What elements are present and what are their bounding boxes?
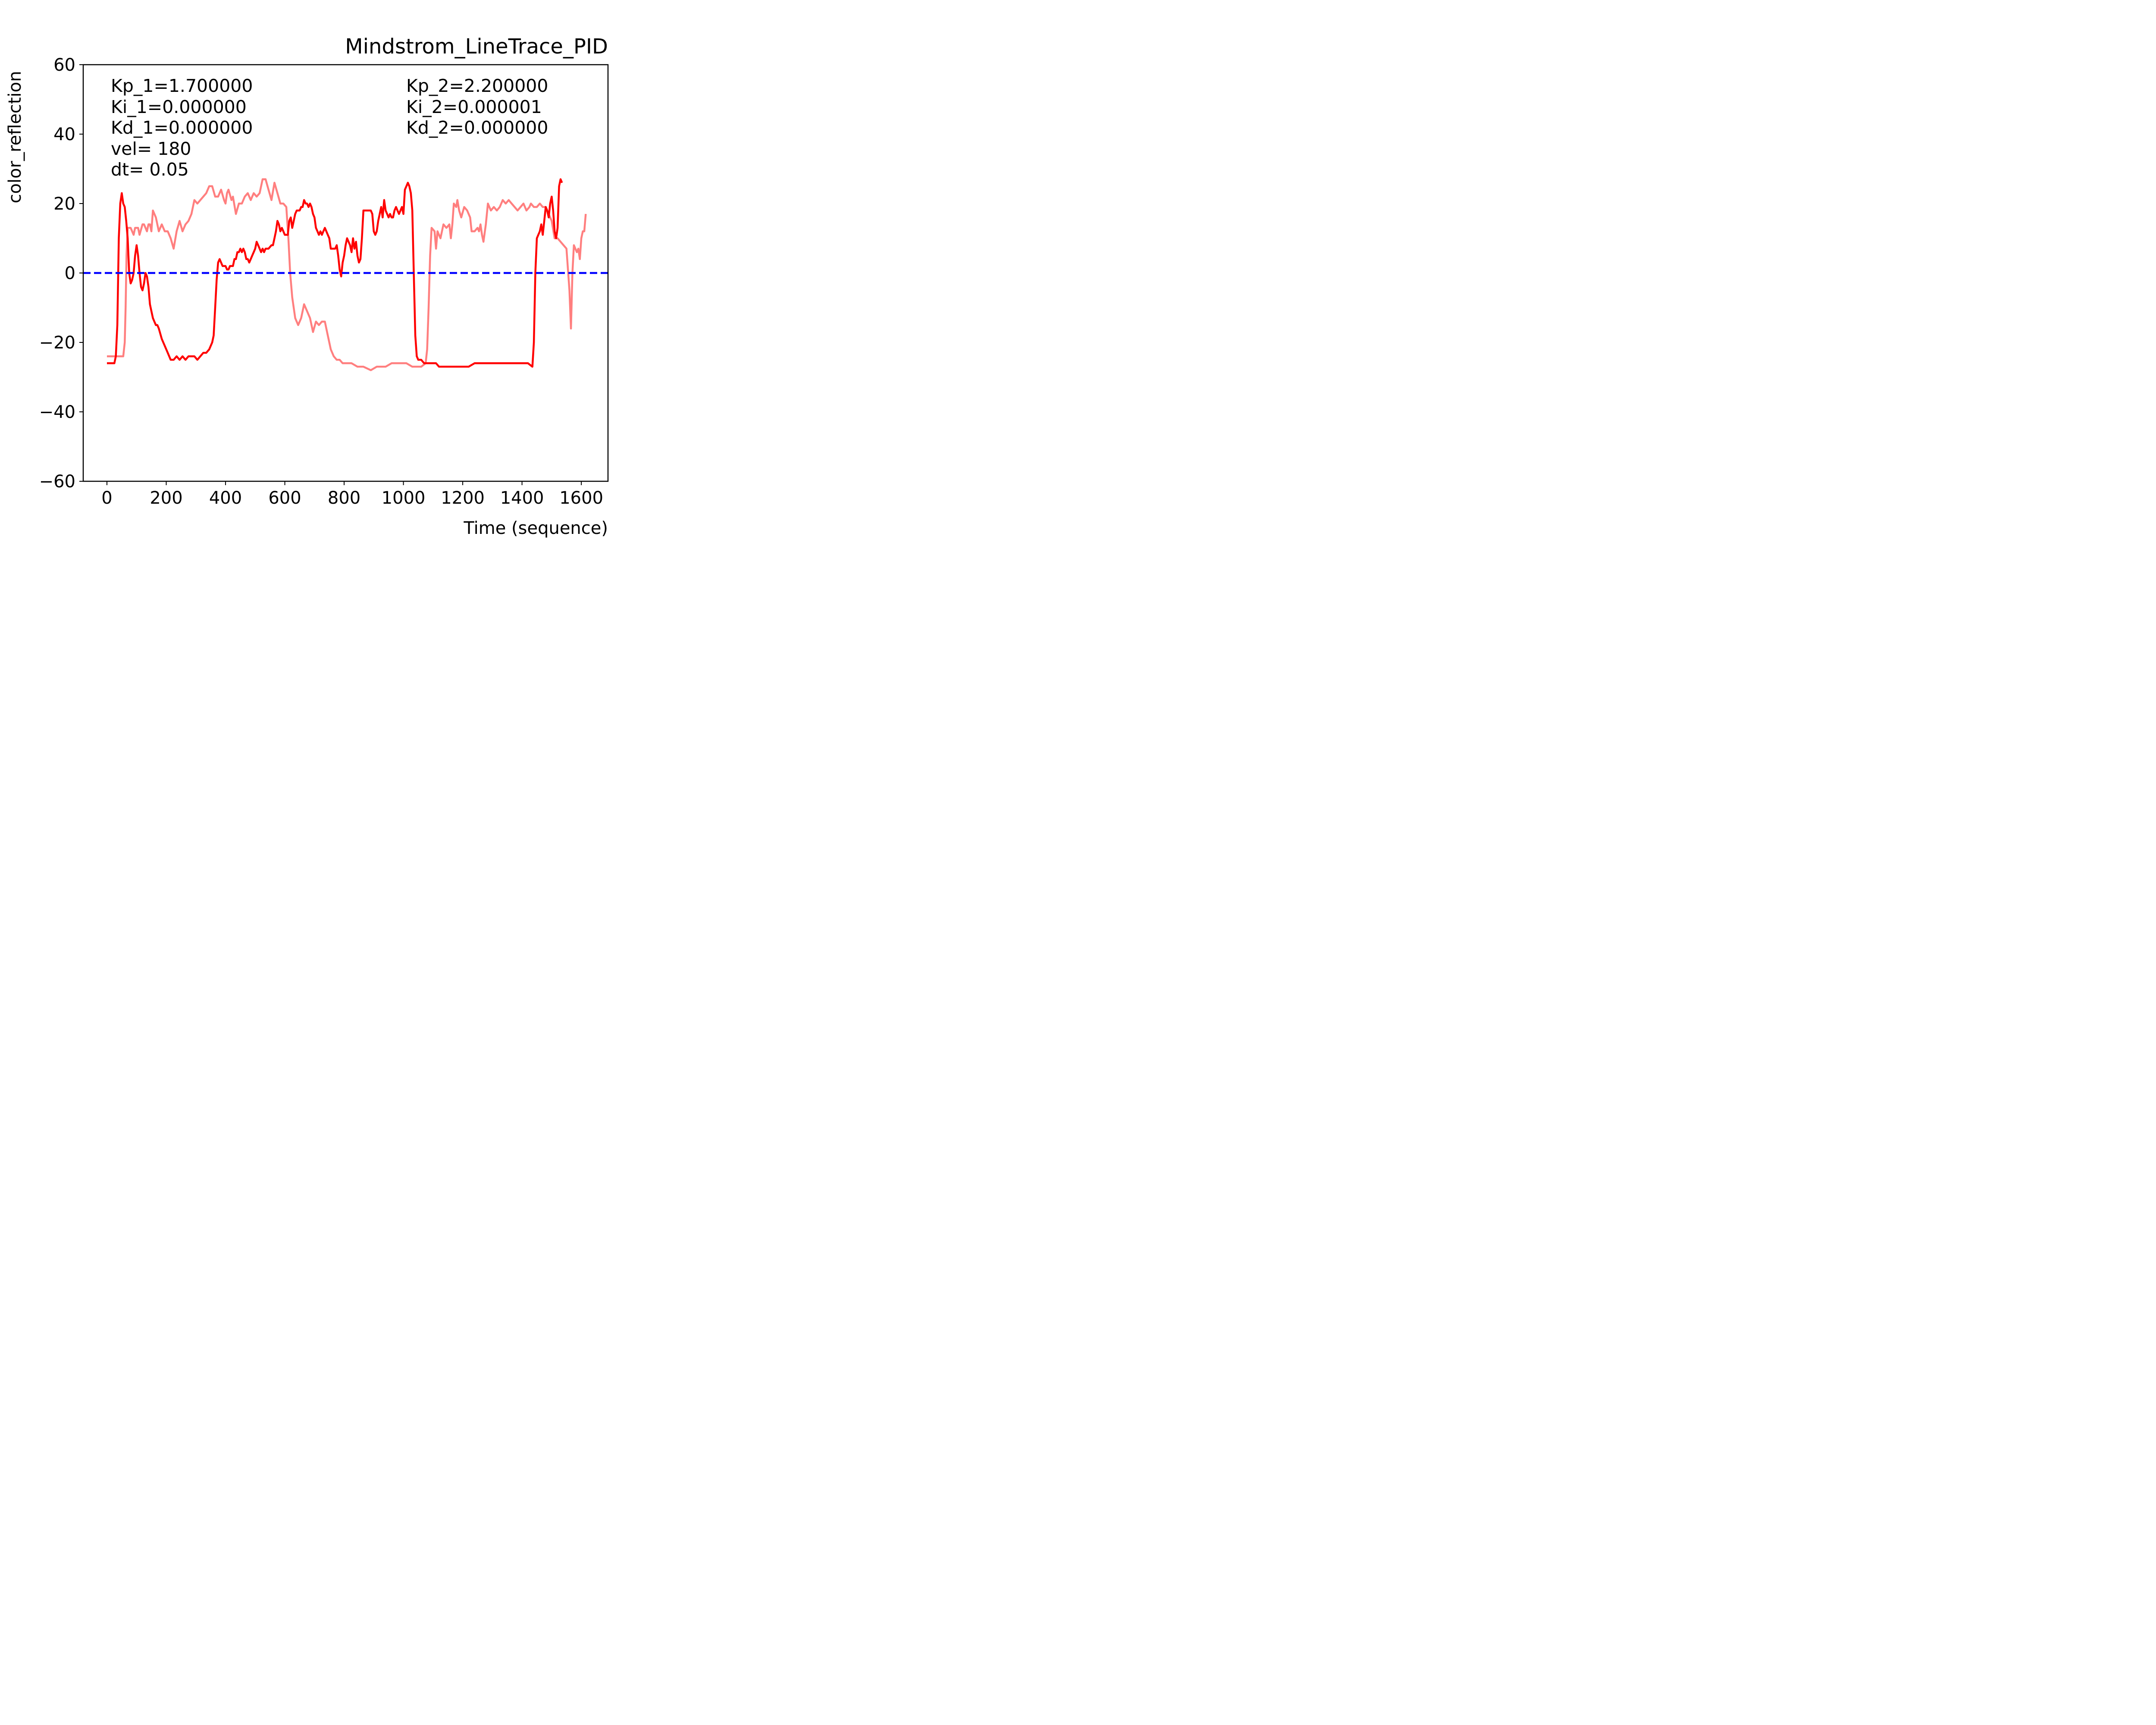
- y-tick-label: 0: [65, 263, 75, 283]
- annotation-ki2: Ki_2=0.000001: [406, 97, 542, 117]
- annotation-kd2: Kd_2=0.000000: [406, 117, 548, 138]
- x-tick-label: 600: [268, 488, 301, 508]
- series-line-2: [107, 178, 563, 368]
- x-tick-label: 200: [150, 488, 182, 508]
- x-tick-label: 1400: [500, 488, 544, 508]
- y-axis-label: color_reflection: [5, 71, 25, 203]
- series-layer: [107, 178, 587, 371]
- y-tick-label: 60: [53, 55, 75, 75]
- annotation-kd1: Kd_1=0.000000: [111, 117, 253, 138]
- series-line-1: [107, 178, 587, 371]
- y-tick-label: 20: [53, 194, 75, 214]
- line-chart: 0 200 400 600 800 1000 1200 1400 16006040200−20−…: [0, 0, 667, 539]
- x-tick-label: 1600: [559, 488, 603, 508]
- annotation-dt: dt= 0.05: [111, 159, 189, 180]
- tick-layer: 0 200 400 600 800 1000 1200 1400 16006040200−20−…: [39, 55, 603, 508]
- x-tick-label: 1200: [441, 488, 485, 508]
- annotation-kp2: Kp_2=2.200000: [406, 75, 548, 96]
- chart-background: [0, 0, 667, 539]
- y-tick-label: −60: [39, 472, 75, 492]
- y-tick-label: −20: [39, 333, 75, 353]
- y-tick-label: −40: [39, 402, 75, 422]
- x-axis-label: Time (sequence): [463, 518, 608, 538]
- chart-title: Mindstrom_LineTrace_PID: [345, 34, 608, 59]
- x-tick-label: 0: [101, 488, 112, 508]
- x-tick-label: 800: [328, 488, 360, 508]
- y-tick-label: 40: [53, 125, 75, 144]
- x-tick-label: 400: [209, 488, 242, 508]
- x-tick-label: 1000: [382, 488, 426, 508]
- annotation-ki1: Ki_1=0.000000: [111, 97, 247, 117]
- annotation-vel: vel= 180: [111, 138, 191, 159]
- annotation-kp1: Kp_1=1.700000: [111, 75, 253, 96]
